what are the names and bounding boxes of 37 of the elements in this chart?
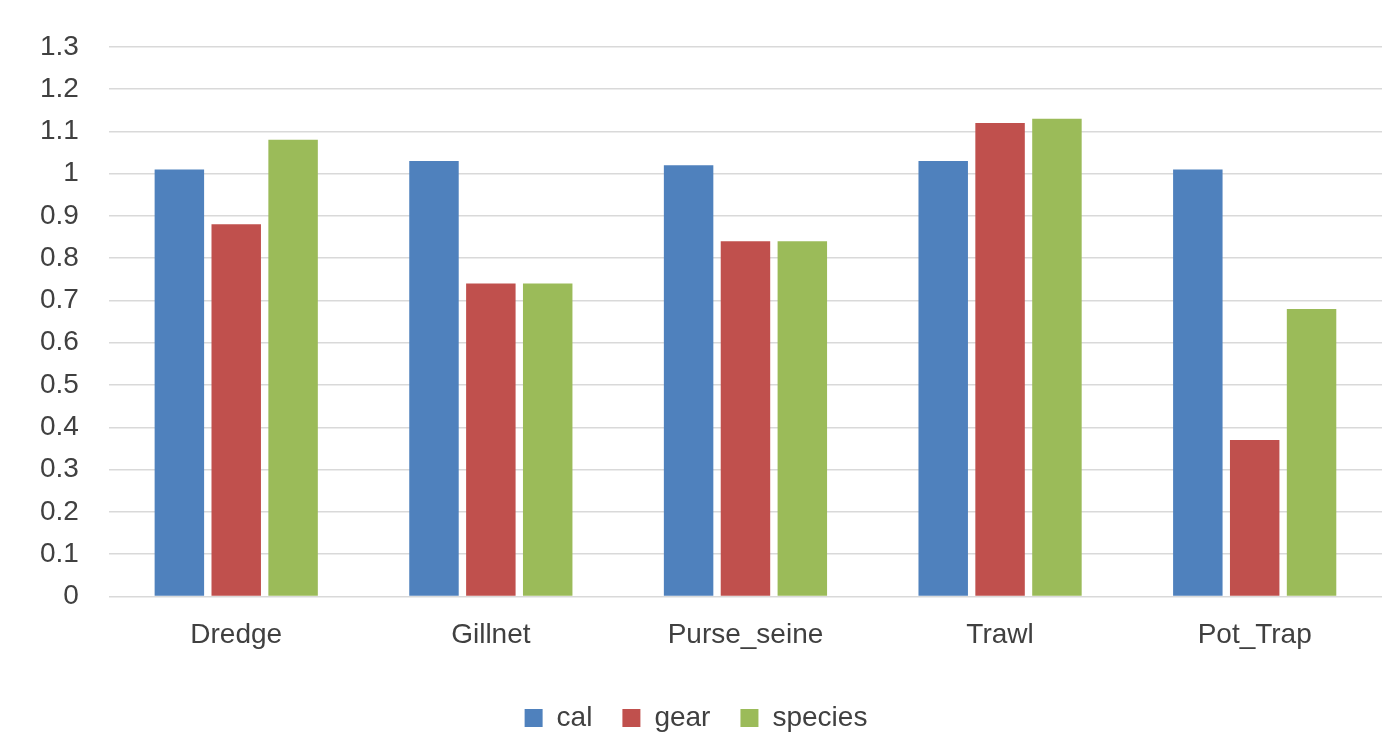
legend-label: gear	[654, 700, 711, 732]
y-tick-label: 1.1	[39, 114, 79, 146]
x-tick-label: Pot_Trap	[1197, 617, 1312, 649]
bar	[918, 160, 968, 596]
y-tick-label: 0.5	[39, 367, 79, 399]
bar	[1032, 118, 1082, 596]
y-tick-label: 1.2	[39, 71, 79, 103]
y-tick-label: 0.3	[39, 452, 79, 484]
y-tick-label: 1	[63, 156, 79, 188]
legend-label: species	[772, 700, 868, 732]
y-tick-label: 0.6	[39, 325, 79, 357]
x-tick-label: Trawl	[966, 617, 1034, 649]
x-tick-label: Gillnet	[451, 617, 531, 649]
x-tick-label: Dredge	[190, 617, 283, 649]
bar	[1229, 439, 1280, 596]
y-tick-label: 0.1	[39, 536, 79, 568]
bar	[975, 122, 1025, 596]
bar	[777, 241, 828, 596]
y-tick-label: 0.9	[39, 198, 79, 230]
y-tick-label: 0.4	[39, 410, 79, 442]
bar	[154, 169, 205, 596]
bar	[1286, 308, 1337, 596]
bar	[268, 139, 318, 596]
y-tick-label: 0.8	[39, 240, 79, 272]
y-tick-label: 0	[63, 579, 79, 611]
bar	[1173, 169, 1223, 596]
legend-label: cal	[556, 700, 593, 732]
bar	[720, 241, 771, 596]
y-tick-label: 0.7	[39, 283, 79, 315]
bar	[211, 224, 261, 596]
y-tick-label: 1.3	[39, 29, 79, 61]
y-tick-label: 0.2	[39, 494, 79, 526]
bar	[466, 283, 516, 596]
bar	[409, 160, 459, 596]
x-tick-label: Purse_seine	[667, 617, 824, 649]
bar	[663, 165, 714, 596]
bar	[522, 283, 573, 596]
